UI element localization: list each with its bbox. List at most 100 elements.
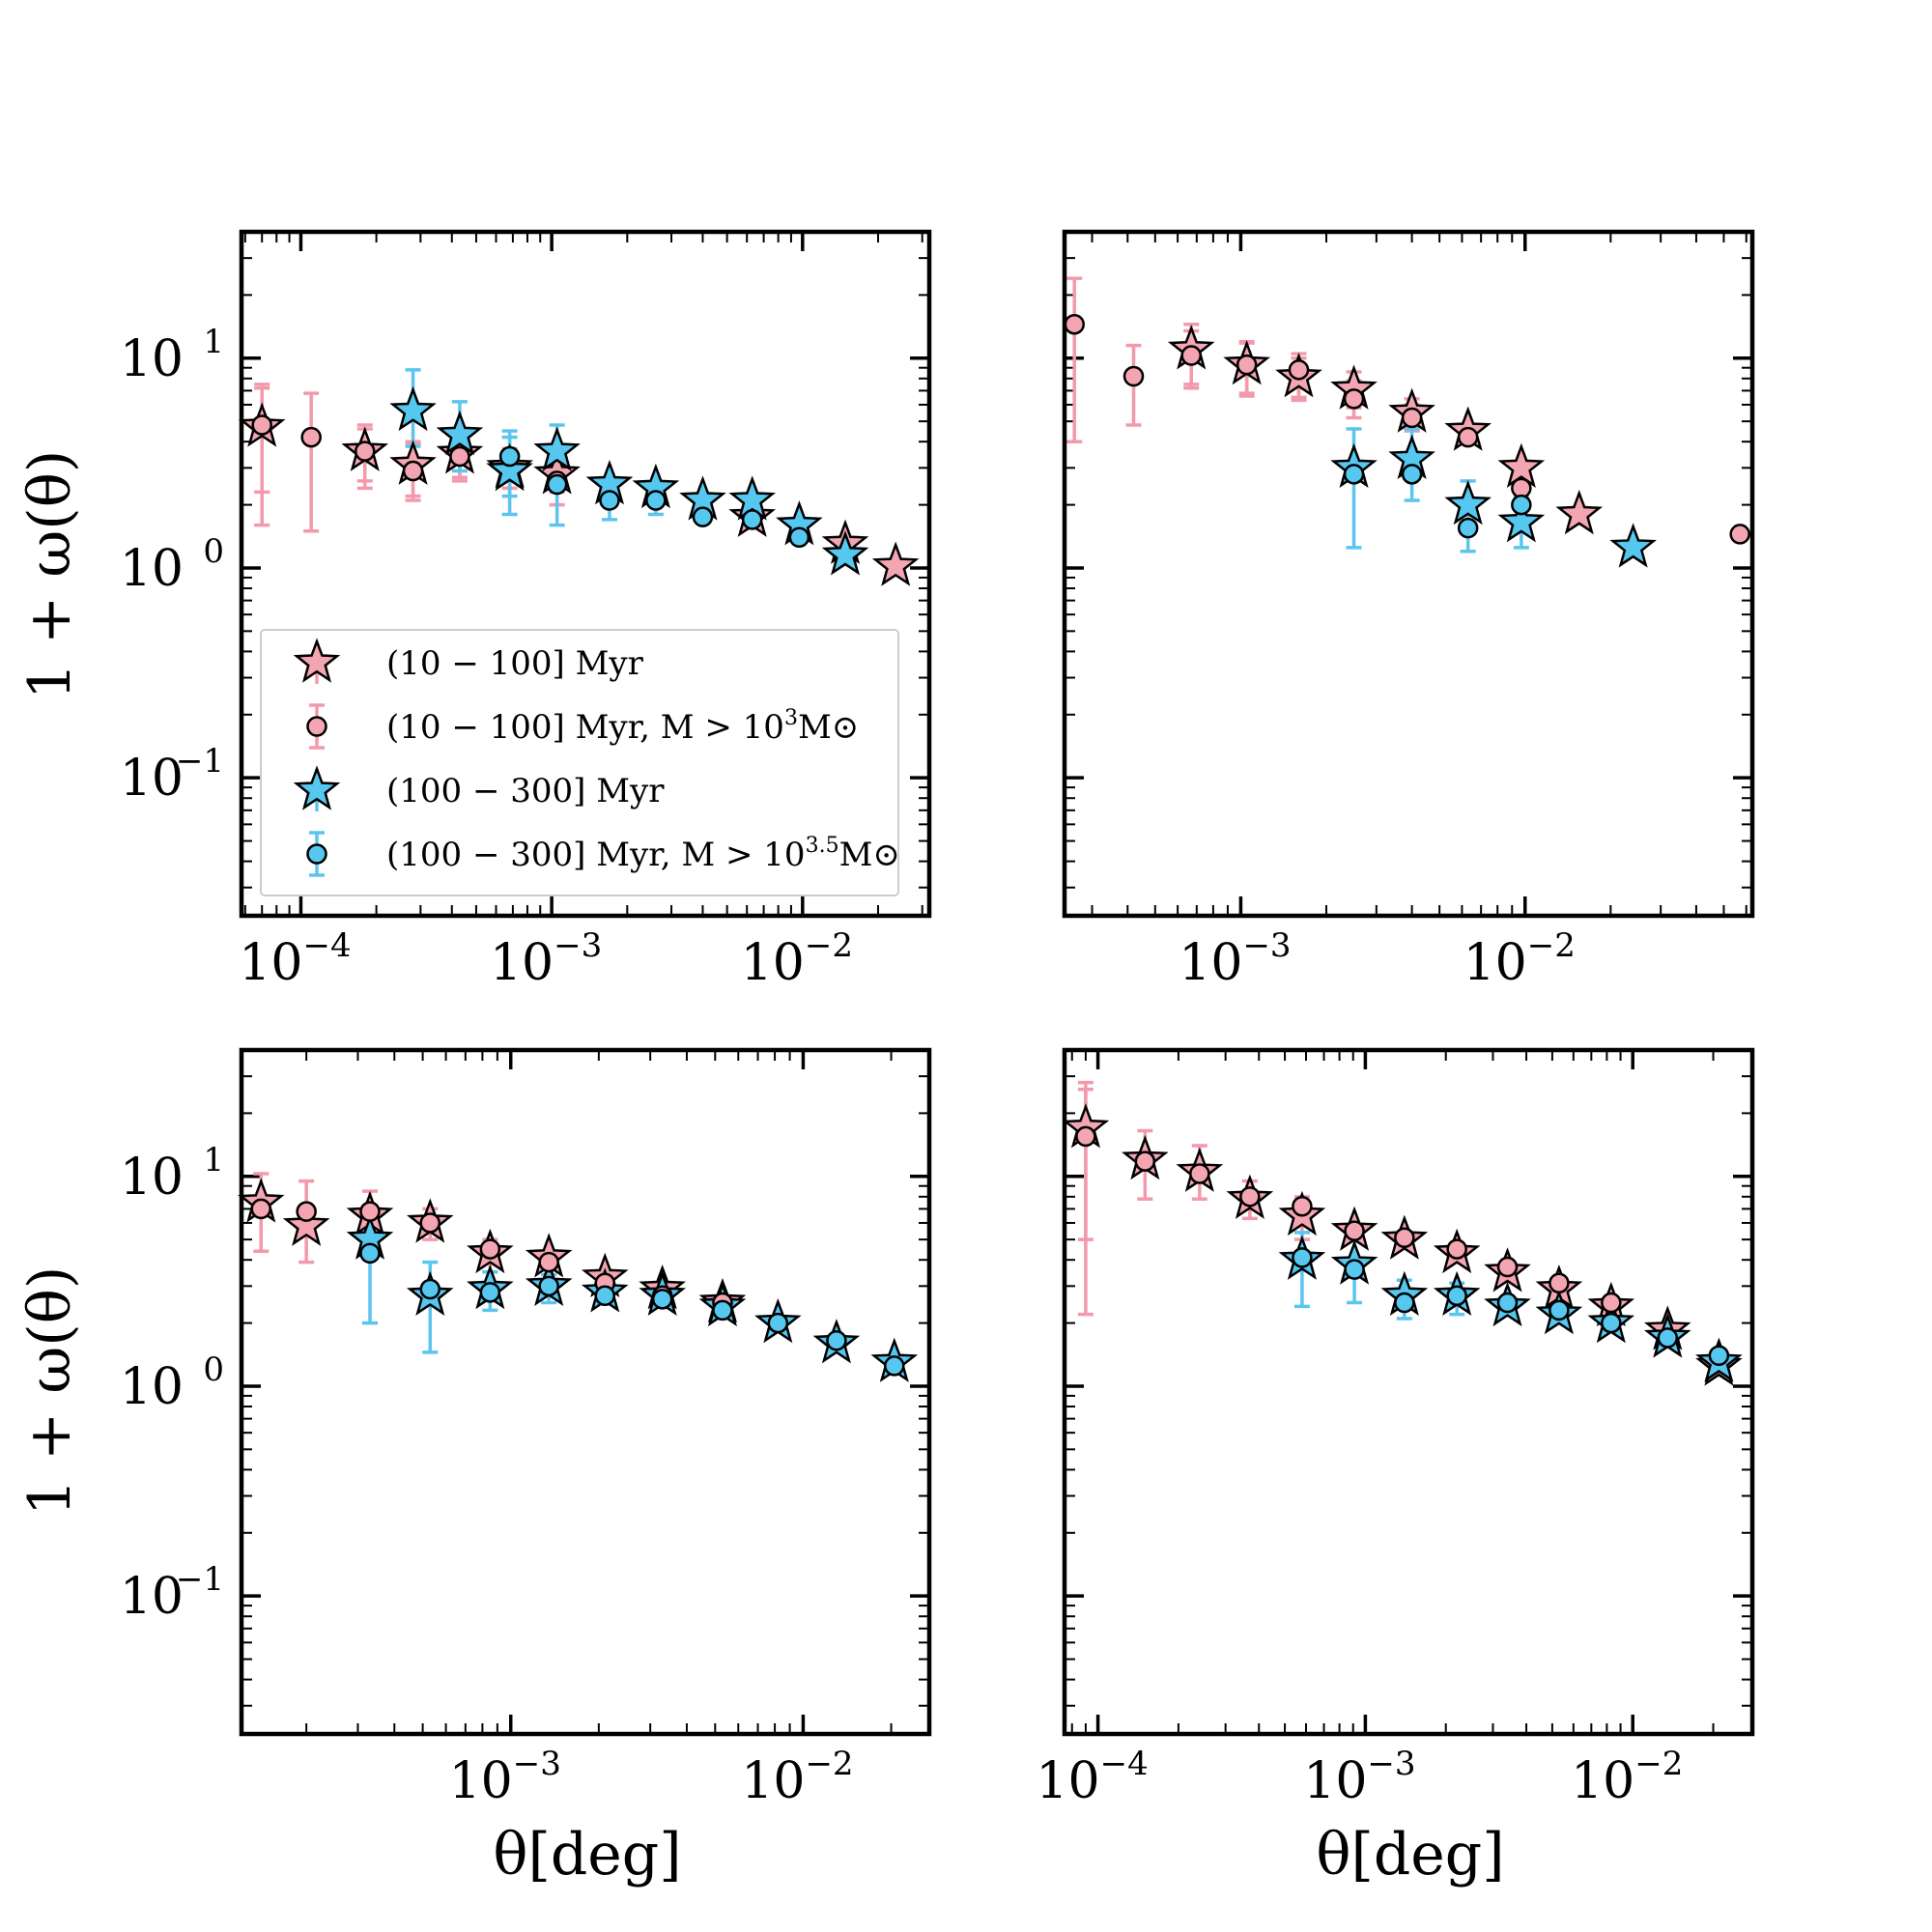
circle-point [449, 445, 470, 468]
y-tick-label: 10 1 [120, 323, 224, 388]
panel-2: 10−3 10−2 [1062, 229, 1755, 992]
star-point [1497, 442, 1546, 489]
star-point [1555, 489, 1604, 535]
panel-2-series-3 [1330, 434, 1657, 568]
x-tick-label: 10−3 [490, 926, 602, 992]
legend: (10 − 100] Myr (10 − 100] Myr, M > 103M⊙… [260, 629, 900, 896]
circle-point [741, 509, 763, 530]
circle-point [1457, 426, 1479, 448]
circle-point [1657, 1327, 1679, 1349]
legend-label-2: (10 − 100] Myr, M > 103M⊙ [386, 706, 859, 747]
ylabel-top: 1 + ω(θ) [16, 450, 84, 699]
circle-point [546, 473, 568, 496]
circle-point [1292, 1196, 1313, 1217]
panel-3-series-3 [346, 1214, 919, 1382]
y-tick-label: 10 0 [120, 1350, 224, 1416]
circle-point [599, 490, 620, 511]
panel-2-ticks [1065, 231, 1752, 916]
legend-circle-marker [306, 843, 327, 865]
circle-point [692, 506, 714, 527]
circle-point [1457, 517, 1479, 539]
circle-point [1548, 1272, 1570, 1293]
circle-point [1122, 365, 1145, 387]
circle-point [1601, 1312, 1622, 1334]
panel-1: 10−4 10−3 10−2 10 1 10 0 10−1 [120, 229, 932, 992]
circle-point [479, 1282, 501, 1303]
panel-3-ticks [242, 1049, 929, 1734]
circle-point [1446, 1238, 1467, 1260]
circle-point [419, 1212, 441, 1234]
legend-label-3: (100 − 300] Myr [386, 772, 665, 810]
circle-point [1343, 464, 1365, 485]
panel-4-frame [1062, 1047, 1755, 1737]
circle-point [300, 426, 322, 448]
circle-point [1134, 1151, 1156, 1172]
panel-1-series-1 [238, 402, 920, 586]
x-tick-label: 10−2 [1571, 1745, 1683, 1810]
circle-point [1394, 1292, 1415, 1314]
circle-point [767, 1312, 789, 1334]
panel-1-series-3 [389, 385, 869, 576]
circle-point [479, 1238, 501, 1260]
circle-point [1189, 1163, 1210, 1184]
circle-point [1239, 1186, 1261, 1208]
circle-point [1601, 1292, 1622, 1314]
circle-point [354, 440, 376, 462]
circle-point [1496, 1256, 1519, 1278]
x-tick-label: 10−4 [239, 926, 351, 992]
circle-point [538, 1275, 559, 1297]
circle-point [359, 1242, 381, 1264]
circle-point [250, 1198, 272, 1220]
circle-point [645, 490, 667, 511]
circle-point [1343, 388, 1365, 410]
circle-point [1288, 359, 1310, 381]
legend-label-1: (10 − 100] Myr [386, 644, 644, 683]
x-tick-label: 10−2 [741, 926, 853, 992]
xlabel-left: θ[deg] [493, 1821, 681, 1889]
circle-point [1511, 494, 1532, 516]
circle-point [1075, 1125, 1096, 1148]
panel-1-series-4 [498, 445, 810, 548]
panel-1-frame [239, 229, 932, 919]
circle-point [884, 1355, 905, 1377]
circle-point [296, 1201, 317, 1222]
circle-point [1401, 407, 1423, 429]
circle-point [712, 1299, 733, 1321]
legend-star-marker [293, 765, 341, 810]
circle-point [1548, 1299, 1570, 1321]
y-tick-label: 10 1 [120, 1141, 224, 1207]
legend-circle-marker [306, 716, 327, 737]
panel-2-series-4 [1343, 464, 1532, 539]
star-point [821, 530, 869, 576]
panel-4: 10−4 10−3 10−2 [1036, 1047, 1755, 1810]
circle-point [1496, 1292, 1519, 1314]
panel-4-series-4 [1292, 1247, 1730, 1366]
circle-point [1344, 1259, 1365, 1280]
circle-point [1236, 354, 1258, 376]
y-tick-label: 10 0 [120, 532, 224, 598]
circle-point [498, 445, 521, 468]
star-point [871, 541, 920, 586]
circle-point [1344, 1220, 1365, 1241]
circle-point [1064, 313, 1085, 335]
circle-point [251, 414, 272, 436]
circle-point [1729, 524, 1750, 545]
legend-frame [260, 629, 899, 896]
circle-point [1180, 345, 1202, 366]
circle-point [359, 1201, 381, 1222]
circle-point [1401, 464, 1423, 485]
panel-3: 10−3 10−2 10 1 10 0 10−1 [120, 1047, 932, 1810]
circle-point [402, 460, 424, 482]
x-tick-label: 10−3 [1303, 1745, 1415, 1810]
circle-point [538, 1251, 559, 1273]
circle-point [788, 526, 810, 548]
star-point [282, 1201, 330, 1246]
y-tick-label: 10−1 [120, 742, 224, 808]
star-point [533, 426, 581, 471]
panel-3-series-4 [359, 1242, 905, 1377]
x-tick-label: 10−4 [1036, 1745, 1148, 1810]
ylabel-bottom: 1 + ω(θ) [16, 1266, 84, 1516]
star-point [1444, 480, 1492, 526]
x-tick-label: 10−2 [1463, 926, 1576, 992]
